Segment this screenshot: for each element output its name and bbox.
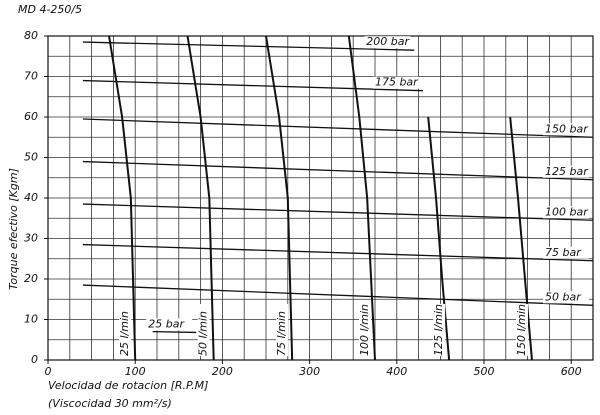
y-tick-label: 50 [24, 151, 38, 164]
curve [186, 35, 215, 361]
curve [347, 35, 376, 361]
curve [82, 41, 415, 51]
x-tick-label: 600 [561, 365, 582, 378]
label-bg [543, 206, 589, 219]
x-axis-sublabel: (Viscocidad 30 mm²/s) [48, 397, 172, 410]
series-label: 150 bar [545, 122, 589, 135]
series-label: 50 bar [545, 290, 582, 303]
y-tick-label: 0 [31, 353, 38, 366]
series-label: 150 l/min [515, 304, 528, 356]
x-axis-label: Velocidad de rotacion [R.P.M] [48, 379, 208, 392]
curve [82, 79, 423, 92]
series-label: 75 bar [545, 246, 582, 259]
y-tick-label: 10 [24, 313, 38, 326]
x-tick-label: 300 [299, 365, 320, 378]
label-bg [359, 304, 371, 356]
curve [509, 116, 533, 361]
curve [427, 116, 451, 361]
series-label: 125 l/min [432, 304, 445, 356]
curve [152, 331, 197, 334]
x-tick-label: 0 [45, 365, 52, 378]
y-tick-label: 20 [24, 272, 38, 285]
label-bg [146, 318, 193, 331]
plot-frame [47, 35, 594, 361]
series-label: 25 l/min [118, 311, 131, 356]
label-bg [197, 304, 210, 356]
y-tick-label: 60 [24, 110, 38, 123]
series-label: 100 l/min [358, 304, 371, 356]
series-label: 200 bar [366, 35, 410, 48]
y-tick-label: 40 [24, 191, 38, 204]
series-label: 75 l/min [275, 311, 288, 356]
series-label: 175 bar [375, 76, 419, 89]
x-tick-label: 500 [474, 365, 495, 378]
label-bg [433, 304, 446, 356]
curve [82, 284, 594, 306]
label-bg [276, 304, 289, 356]
x-tick-label: 200 [212, 365, 233, 378]
curve [108, 35, 137, 361]
y-axis-label: Torque efectivo [Kgm] [7, 168, 20, 290]
series-label: 125 bar [545, 165, 589, 178]
label-bg [119, 304, 132, 356]
label-bg [543, 246, 589, 259]
label-bg [364, 36, 411, 49]
chart-title: MD 4-250/5 [18, 3, 82, 16]
curve [82, 118, 594, 138]
label-bg [543, 123, 589, 136]
curve [265, 35, 294, 361]
label-bg [543, 291, 589, 304]
y-tick-label: 30 [24, 232, 38, 245]
y-tick-label: 70 [24, 70, 38, 83]
x-tick-label: 100 [125, 365, 146, 378]
curve [82, 160, 594, 181]
label-bg [543, 165, 589, 178]
series-label: 25 bar [148, 317, 185, 330]
label-bg [515, 304, 528, 356]
series-label: 100 bar [545, 205, 589, 218]
series-label: 50 l/min [197, 311, 210, 356]
curve [82, 243, 594, 262]
label-bg [372, 76, 419, 89]
x-tick-label: 400 [386, 365, 407, 378]
y-tick-label: 80 [24, 29, 38, 42]
curve [82, 203, 594, 221]
